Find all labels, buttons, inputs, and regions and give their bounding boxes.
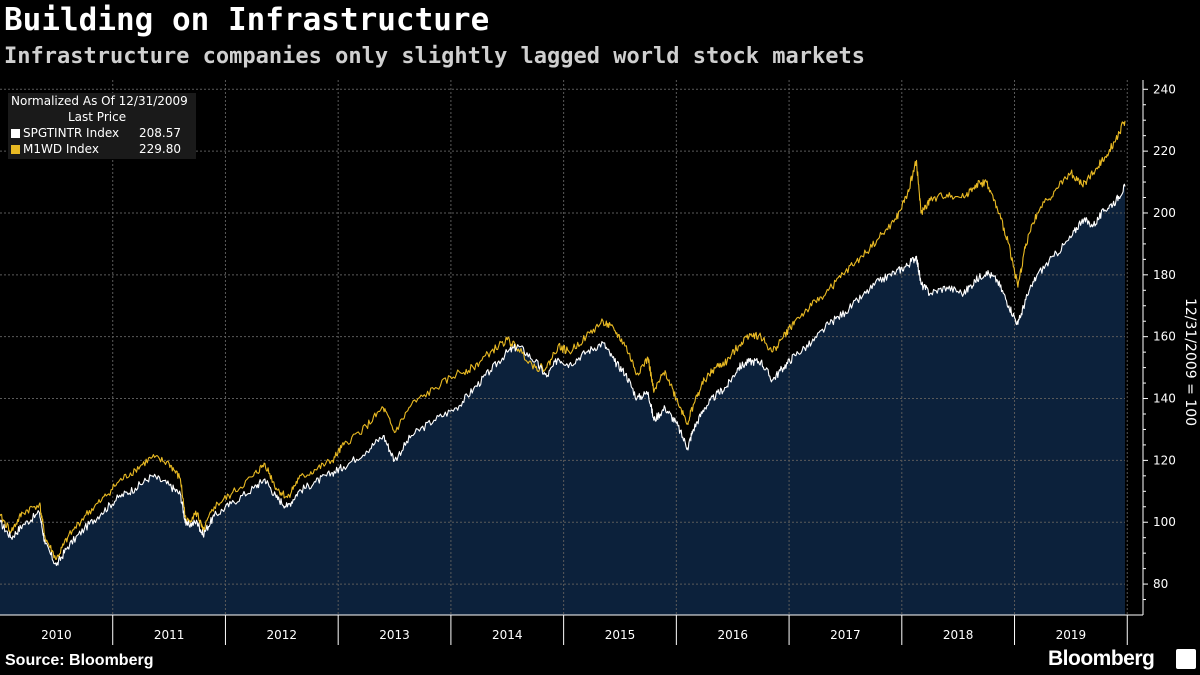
bloomberg-logo: Bloomberg: [1048, 647, 1155, 670]
y-tick-label: 140: [1153, 392, 1176, 406]
legend-entry-value: 208.57: [139, 126, 181, 140]
y-axis-title: 12/31/2009 = 100: [1182, 297, 1198, 427]
y-tick-label: 80: [1153, 577, 1168, 591]
series-line-m1wd: [0, 120, 1126, 560]
page-subtitle: Infrastructure companies only slightly l…: [4, 44, 865, 69]
x-tick-label: 2012: [267, 628, 298, 642]
area-fill-spgtintr: [0, 184, 1125, 615]
x-tick-label: 2019: [1056, 628, 1087, 642]
x-tick-label: 2011: [154, 628, 185, 642]
y-tick-label: 100: [1153, 515, 1176, 529]
y-tick-label: 240: [1153, 82, 1176, 96]
x-tick-label: 2013: [379, 628, 410, 642]
legend-entry-spgtintr: SPGTINTR Index 208.57: [11, 126, 181, 140]
legend-normalization: Normalized As Of 12/31/2009: [11, 94, 188, 108]
legend-entry-name: SPGTINTR Index: [23, 126, 120, 140]
x-tick-label: 2017: [830, 628, 861, 642]
source-note: Source: Bloomberg: [5, 652, 154, 669]
x-tick-label: 2018: [943, 628, 974, 642]
y-tick-label: 180: [1153, 268, 1176, 282]
x-tick-label: 2015: [605, 628, 636, 642]
series-line-spgtintr: [0, 183, 1126, 567]
x-tick-label: 2010: [41, 628, 72, 642]
bloomberg-logo-icon: [1176, 649, 1196, 669]
x-tick-label: 2014: [492, 628, 523, 642]
y-tick-label: 220: [1153, 144, 1176, 158]
x-tick-label: 2016: [717, 628, 748, 642]
y-tick-label: 160: [1153, 330, 1176, 344]
page-title: Building on Infrastructure: [4, 2, 490, 38]
y-tick-label: 120: [1153, 453, 1176, 467]
legend-entry-name: M1WD Index: [23, 142, 99, 156]
legend-entry-value: 229.80: [139, 142, 181, 156]
chart-legend: Normalized As Of 12/31/2009 Last Price S…: [8, 93, 196, 159]
legend-swatch-white: [11, 129, 20, 138]
legend-column-header: Last Price: [68, 110, 127, 124]
legend-swatch-gold: [11, 145, 20, 154]
y-tick-label: 200: [1153, 206, 1176, 220]
legend-entry-m1wd: M1WD Index 229.80: [11, 142, 181, 156]
